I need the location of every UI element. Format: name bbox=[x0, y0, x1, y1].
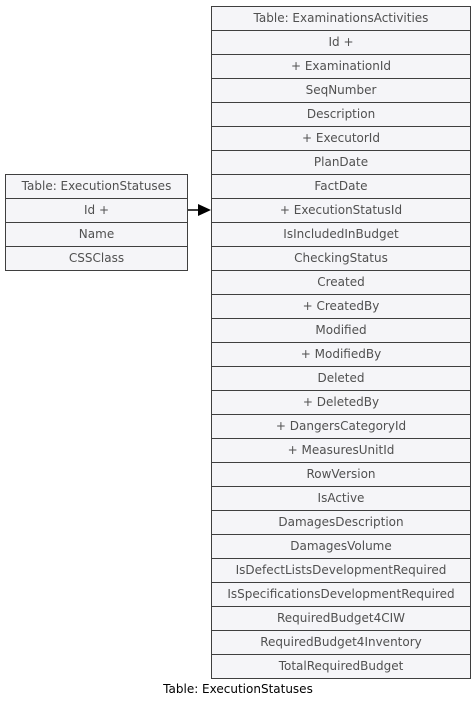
table-row: IsDefectListsDevelopmentRequired bbox=[212, 559, 470, 583]
table-row: Id + bbox=[212, 31, 470, 55]
table-row: DamagesVolume bbox=[212, 535, 470, 559]
table-row: RequiredBudget4Inventory bbox=[212, 631, 470, 655]
table-row: DamagesDescription bbox=[212, 511, 470, 535]
table-row: CSSClass bbox=[6, 247, 187, 271]
table-row: Deleted bbox=[212, 367, 470, 391]
table-row: RowVersion bbox=[212, 463, 470, 487]
table-row: IsSpecificationsDevelopmentRequired bbox=[212, 583, 470, 607]
table-row: IsActive bbox=[212, 487, 470, 511]
table-row: Id + bbox=[6, 199, 187, 223]
table-row: TotalRequiredBudget bbox=[212, 655, 470, 679]
table-header: Table: ExaminationsActivities bbox=[212, 7, 470, 31]
table-row: Created bbox=[212, 271, 470, 295]
table-row: + DangersCategoryId bbox=[212, 415, 470, 439]
table-row: PlanDate bbox=[212, 151, 470, 175]
table-row: CheckingStatus bbox=[212, 247, 470, 271]
arrow-head bbox=[198, 204, 211, 216]
table-row: + ExecutorId bbox=[212, 127, 470, 151]
table-row: + MeasuresUnitId bbox=[212, 439, 470, 463]
table-row: SeqNumber bbox=[212, 79, 470, 103]
table-row: Modified bbox=[212, 319, 470, 343]
table-row: + ExecutionStatusId bbox=[212, 199, 470, 223]
table-row: FactDate bbox=[212, 175, 470, 199]
table-row: + CreatedBy bbox=[212, 295, 470, 319]
table-row: RequiredBudget4CIW bbox=[212, 607, 470, 631]
table-row: + DeletedBy bbox=[212, 391, 470, 415]
diagram-caption: Table: ExecutionStatuses bbox=[163, 682, 313, 696]
table-row: Name bbox=[6, 223, 187, 247]
table-row: + ExaminationId bbox=[212, 55, 470, 79]
table-row: + ModifiedBy bbox=[212, 343, 470, 367]
examinations-activities-table: Table: ExaminationsActivities Id + + Exa… bbox=[211, 6, 471, 679]
table-row: Description bbox=[212, 103, 470, 127]
execution-statuses-table: Table: ExecutionStatuses Id + Name CSSCl… bbox=[5, 174, 188, 271]
relationship-arrow bbox=[188, 204, 211, 216]
table-row: IsIncludedInBudget bbox=[212, 223, 470, 247]
table-header: Table: ExecutionStatuses bbox=[6, 175, 187, 199]
